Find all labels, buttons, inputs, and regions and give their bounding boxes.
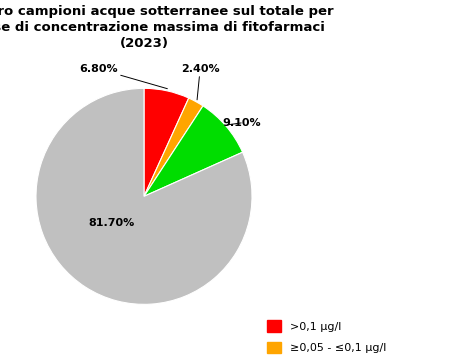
Wedge shape (36, 88, 252, 305)
Wedge shape (144, 88, 189, 196)
Title: Numero campioni acque sotterranee sul totale per
classe di concentrazione massim: Numero campioni acque sotterranee sul to… (0, 5, 334, 50)
Text: 9.10%: 9.10% (222, 118, 261, 128)
Text: 6.80%: 6.80% (79, 64, 167, 89)
Wedge shape (144, 98, 203, 196)
Legend: >0,1 μg/l, ≥0,05 - ≤0,1 μg/l, ≥LOQ - ≤0,05 μg/l, <LOQ: >0,1 μg/l, ≥0,05 - ≤0,1 μg/l, ≥LOQ - ≤0,… (263, 316, 396, 357)
Text: 81.70%: 81.70% (89, 218, 135, 228)
Text: 2.40%: 2.40% (181, 64, 220, 100)
Wedge shape (144, 106, 243, 196)
